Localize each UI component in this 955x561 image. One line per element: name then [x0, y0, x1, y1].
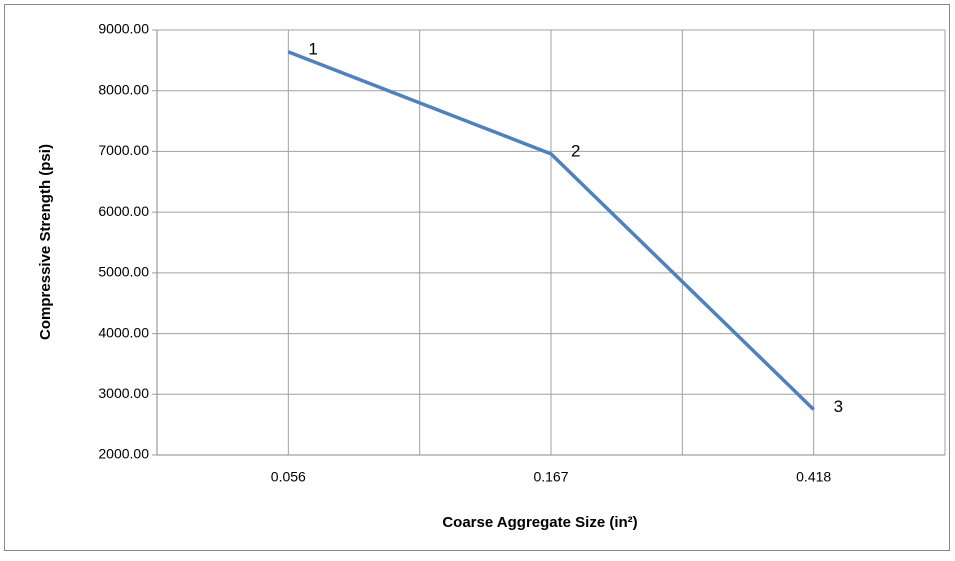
chart-frame: [4, 4, 950, 551]
y-tick-label: 5000.00: [98, 264, 149, 280]
y-tick-label: 6000.00: [98, 203, 149, 219]
x-tick-label: 0.167: [533, 469, 568, 485]
y-tick-label: 8000.00: [98, 81, 149, 97]
x-axis-title: Coarse Aggregate Size (in²): [442, 514, 637, 531]
point-label: 3: [834, 397, 843, 416]
x-tick-label: 0.056: [271, 469, 306, 485]
y-tick-label: 3000.00: [98, 385, 149, 401]
y-tick-label: 9000.00: [98, 21, 149, 37]
x-tick-label: 0.418: [796, 469, 831, 485]
y-tick-label: 2000.00: [98, 446, 149, 462]
y-tick-label: 4000.00: [98, 324, 149, 340]
point-label: 2: [571, 141, 580, 160]
y-tick-label: 7000.00: [98, 142, 149, 158]
line: [287, 50, 815, 411]
point-label: 1: [308, 39, 317, 58]
y-axis-title: Compressive Strength (psi): [37, 144, 54, 340]
